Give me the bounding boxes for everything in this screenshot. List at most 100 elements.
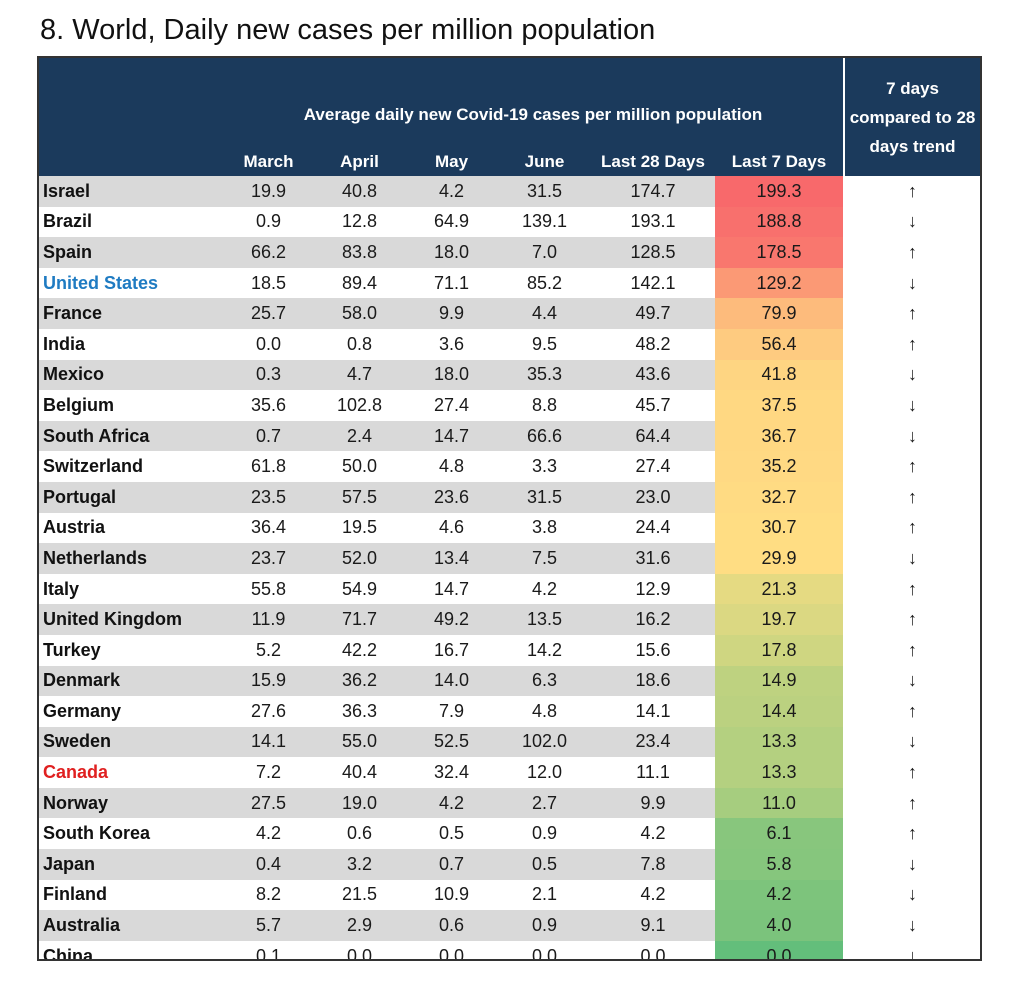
table-row: United Kingdom 11.9 71.7 49.2 13.5 16.2 19.7 ↑ [39,604,980,635]
data-table-frame: Average daily new Covid-19 cases per mil… [37,56,982,961]
column-header-june: June [498,133,591,176]
table-row: Israel 19.9 40.8 4.2 31.5 174.7 199.3 ↑ [39,176,980,207]
value-cell-last-28-days: 27.4 [591,451,715,482]
value-cell-march: 0.9 [223,206,314,238]
value-cell-last-7-days: 36.7 [715,420,845,452]
table-row: France 25.7 58.0 9.9 4.4 49.7 79.9 ↑ [39,298,980,329]
value-cell-last-7-days: 129.2 [715,267,845,299]
value-cell-april: 89.4 [314,267,405,299]
value-cell-march: 5.7 [223,910,314,941]
value-cell-may: 18.0 [405,359,498,391]
trend-down-arrow-icon: ↓ [843,726,980,758]
value-cell-june: 85.2 [498,267,591,299]
value-cell-april: 54.9 [314,573,405,605]
table-row: Canada 7.2 40.4 32.4 12.0 11.1 13.3 ↑ [39,757,980,788]
table-row: United States 18.5 89.4 71.1 85.2 142.1 129.2 ↓ [39,267,980,299]
trend-up-arrow-icon: ↑ [843,696,980,727]
value-cell-may: 7.9 [405,696,498,727]
country-cell: Brazil [39,206,223,238]
value-cell-march: 0.3 [223,359,314,391]
value-cell-march: 66.2 [223,237,314,268]
country-cell: Mexico [39,359,223,391]
value-cell-last-28-days: 11.1 [591,757,715,788]
trend-down-arrow-icon: ↓ [843,267,980,299]
trend-down-arrow-icon: ↓ [843,940,980,959]
column-header-march: March [223,133,314,176]
value-cell-april: 19.5 [314,512,405,544]
value-cell-last-28-days: 14.1 [591,696,715,727]
value-cell-may: 4.2 [405,176,498,207]
header-blank-2 [39,133,223,176]
value-cell-last-7-days: 56.4 [715,328,845,360]
value-cell-april: 71.7 [314,604,405,635]
trend-down-arrow-icon: ↓ [843,543,980,574]
value-cell-may: 18.0 [405,237,498,268]
value-cell-may: 64.9 [405,206,498,238]
trend-up-arrow-icon: ↑ [843,451,980,482]
value-cell-last-28-days: 4.2 [591,879,715,911]
value-cell-may: 3.6 [405,328,498,360]
value-cell-may: 49.2 [405,604,498,635]
trend-up-arrow-icon: ↑ [843,176,980,207]
value-cell-may: 27.4 [405,390,498,421]
value-cell-june: 0.9 [498,910,591,941]
cases-table: Average daily new Covid-19 cases per mil… [39,58,980,959]
value-cell-march: 11.9 [223,604,314,635]
value-cell-march: 55.8 [223,573,314,605]
value-cell-june: 4.2 [498,573,591,605]
value-cell-march: 23.5 [223,481,314,513]
value-cell-last-7-days: 13.3 [715,757,845,788]
value-cell-june: 4.4 [498,298,591,329]
trend-up-arrow-icon: ↑ [843,512,980,544]
value-cell-june: 7.0 [498,237,591,268]
trend-up-arrow-icon: ↑ [843,634,980,666]
value-cell-may: 0.0 [405,940,498,959]
value-cell-march: 8.2 [223,879,314,911]
value-cell-april: 102.8 [314,390,405,421]
value-cell-last-7-days: 188.8 [715,206,845,238]
value-cell-june: 14.2 [498,634,591,666]
value-cell-last-28-days: 0.0 [591,940,715,959]
value-cell-june: 2.1 [498,879,591,911]
value-cell-june: 7.5 [498,543,591,574]
value-cell-june: 31.5 [498,481,591,513]
value-cell-last-7-days: 14.4 [715,696,845,727]
value-cell-march: 0.4 [223,849,314,880]
table-row: Switzerland 61.8 50.0 4.8 3.3 27.4 35.2 ↑ [39,451,980,482]
country-cell: South Africa [39,420,223,452]
country-cell: Canada [39,757,223,788]
table-row: Portugal 23.5 57.5 23.6 31.5 23.0 32.7 ↑ [39,481,980,513]
trend-up-arrow-icon: ↑ [843,298,980,329]
value-cell-june: 2.7 [498,787,591,819]
table-row: Italy 55.8 54.9 14.7 4.2 12.9 21.3 ↑ [39,573,980,605]
table-row: Denmark 15.9 36.2 14.0 6.3 18.6 14.9 ↓ [39,665,980,697]
value-cell-april: 50.0 [314,451,405,482]
table-row: Australia 5.7 2.9 0.6 0.9 9.1 4.0 ↓ [39,910,980,941]
value-cell-march: 4.2 [223,818,314,850]
value-cell-last-28-days: 15.6 [591,634,715,666]
table-row: Finland 8.2 21.5 10.9 2.1 4.2 4.2 ↓ [39,879,980,911]
trend-up-arrow-icon: ↑ [843,237,980,268]
value-cell-last-7-days: 13.3 [715,726,845,758]
value-cell-june: 8.8 [498,390,591,421]
value-cell-march: 25.7 [223,298,314,329]
value-cell-june: 4.8 [498,696,591,727]
value-cell-last-28-days: 49.7 [591,298,715,329]
value-cell-april: 52.0 [314,543,405,574]
value-cell-march: 19.9 [223,176,314,207]
country-cell: Sweden [39,726,223,758]
value-cell-may: 14.0 [405,665,498,697]
country-cell: Denmark [39,665,223,697]
value-cell-april: 36.2 [314,665,405,697]
country-cell: Israel [39,176,223,207]
value-cell-may: 4.8 [405,451,498,482]
value-cell-last-7-days: 5.8 [715,849,845,880]
value-cell-last-28-days: 31.6 [591,543,715,574]
value-cell-march: 0.0 [223,328,314,360]
value-cell-last-28-days: 43.6 [591,359,715,391]
trend-up-arrow-icon: ↑ [843,787,980,819]
trend-down-arrow-icon: ↓ [843,879,980,911]
value-cell-last-28-days: 142.1 [591,267,715,299]
value-cell-march: 27.6 [223,696,314,727]
country-cell: France [39,298,223,329]
